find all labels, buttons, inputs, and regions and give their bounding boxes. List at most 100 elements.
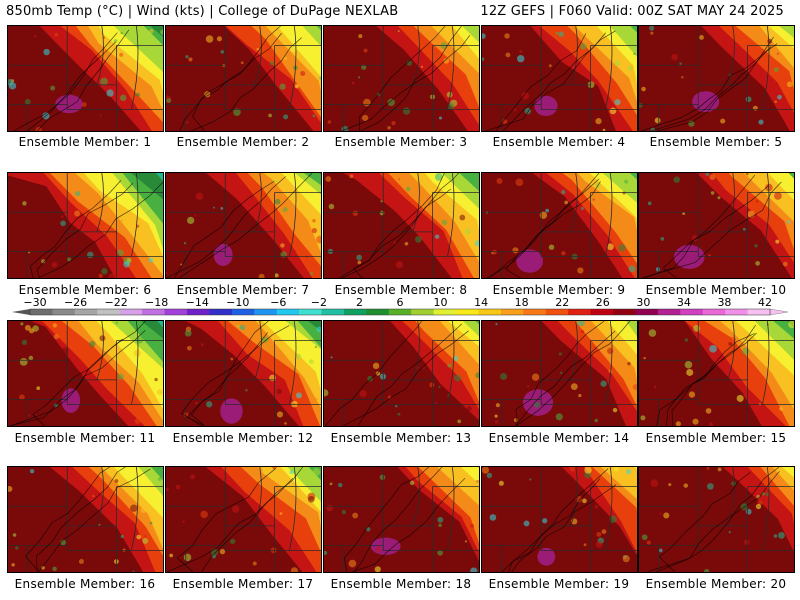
member-caption: Ensemble Member: 19 <box>488 577 630 591</box>
temperature-map <box>324 173 479 278</box>
temperature-map <box>166 173 321 278</box>
temperature-map <box>8 173 163 278</box>
ensemble-member-panel[interactable] <box>638 320 795 427</box>
colorbar-swatch <box>500 309 524 315</box>
member-caption: Ensemble Member: 8 <box>334 283 468 297</box>
ensemble-member-panel[interactable] <box>481 172 638 279</box>
member-caption: Ensemble Member: 2 <box>176 135 310 149</box>
member-caption: Ensemble Member: 4 <box>492 135 626 149</box>
temperature-map <box>166 26 321 131</box>
temperature-map <box>482 173 637 278</box>
colorbar-swatch <box>680 309 704 315</box>
member-caption: Ensemble Member: 18 <box>330 577 472 591</box>
temperature-map <box>482 467 637 572</box>
colorbar-swatch <box>702 309 726 315</box>
member-caption: Ensemble Member: 20 <box>645 577 787 591</box>
temperature-map <box>639 321 794 426</box>
ensemble-member-panel[interactable] <box>165 172 322 279</box>
colorbar-tick-label: −22 <box>105 296 128 309</box>
temperature-map <box>482 321 637 426</box>
colorbar-swatch <box>142 309 166 315</box>
ensemble-member-panel[interactable] <box>7 466 164 573</box>
colorbar-swatch <box>97 309 121 315</box>
colorbar-swatch <box>388 309 412 315</box>
colorbar-swatch <box>613 309 636 315</box>
member-caption: Ensemble Member: 10 <box>645 283 787 297</box>
colorbar-tick-label: −26 <box>64 296 87 309</box>
ensemble-member-panel[interactable] <box>323 25 480 132</box>
colorbar-tick-label: 26 <box>596 296 610 309</box>
colorbar-tick-label: 10 <box>434 296 448 309</box>
colorbar-swatch <box>568 309 592 315</box>
colorbar-swatch <box>366 309 390 315</box>
temperature-map <box>324 321 479 426</box>
colorbar-tick-label: −6 <box>270 296 286 309</box>
ensemble-member-panel[interactable] <box>638 172 795 279</box>
temperature-colorbar: −30 −26 −22 −18 −14 −10 −6 −2 2 6 10 14 18 22 26 30 34 38… <box>12 296 789 316</box>
colorbar-swatch <box>456 309 479 315</box>
temperature-map <box>639 26 794 131</box>
temperature-map <box>639 467 794 572</box>
colorbar-swatch <box>433 309 457 315</box>
temperature-map <box>482 26 637 131</box>
temperature-map <box>8 26 163 131</box>
colorbar-swatch <box>52 309 76 315</box>
colorbar-tick-label: −2 <box>311 296 327 309</box>
colorbar-tick-label: −18 <box>145 296 168 309</box>
colorbar-tick-label: 14 <box>474 296 488 309</box>
colorbar-swatch <box>209 309 233 315</box>
ensemble-member-panel[interactable] <box>481 25 638 132</box>
colorbar-swatch <box>545 309 569 315</box>
member-caption: Ensemble Member: 17 <box>172 577 314 591</box>
colorbar-tick-label: 42 <box>758 296 772 309</box>
member-caption: Ensemble Member: 15 <box>645 431 787 445</box>
colorbar-swatch <box>30 309 53 315</box>
colorbar-swatch <box>74 309 98 315</box>
member-caption: Ensemble Member: 9 <box>492 283 626 297</box>
colorbar-swatch <box>343 309 367 315</box>
colorbar-swatch <box>254 309 278 315</box>
member-caption: Ensemble Member: 1 <box>18 135 152 149</box>
colorbar-swatch <box>523 309 547 315</box>
temperature-map <box>8 321 163 426</box>
colorbar-swatch <box>747 309 771 315</box>
member-caption: Ensemble Member: 3 <box>334 135 468 149</box>
colorbar-swatch <box>590 309 614 315</box>
ensemble-member-panel[interactable] <box>165 466 322 573</box>
colorbar-tick-label: 2 <box>356 296 363 309</box>
colorbar-swatch <box>657 309 681 315</box>
ensemble-member-panel[interactable] <box>7 320 164 427</box>
colorbar-tick-label: −30 <box>23 296 46 309</box>
temperature-map <box>639 173 794 278</box>
ensemble-member-panel[interactable] <box>165 320 322 427</box>
colorbar-swatch <box>231 309 255 315</box>
ensemble-member-panel[interactable] <box>323 320 480 427</box>
ensemble-member-panel[interactable] <box>638 25 795 132</box>
colorbar-tick-label: −14 <box>186 296 209 309</box>
temperature-map <box>8 467 163 572</box>
member-caption: Ensemble Member: 14 <box>488 431 630 445</box>
member-caption: Ensemble Member: 5 <box>649 135 783 149</box>
member-caption: Ensemble Member: 7 <box>176 283 310 297</box>
colorbar-swatch <box>411 309 435 315</box>
member-caption: Ensemble Member: 11 <box>14 431 156 445</box>
model-run-info: 12Z GEFS | F060 Valid: 00Z SAT MAY 24 20… <box>480 4 784 19</box>
colorbar-tick-label: 22 <box>555 296 569 309</box>
ensemble-member-panel[interactable] <box>7 25 164 132</box>
colorbar-swatch <box>321 309 345 315</box>
ensemble-member-panel[interactable] <box>323 466 480 573</box>
member-caption: Ensemble Member: 12 <box>172 431 314 445</box>
ensemble-member-panel[interactable] <box>481 320 638 427</box>
colorbar-tick-label: −10 <box>226 296 249 309</box>
colorbar-swatch <box>725 309 749 315</box>
member-caption: Ensemble Member: 13 <box>330 431 472 445</box>
ensemble-member-panel[interactable] <box>638 466 795 573</box>
colorbar-swatch <box>119 309 143 315</box>
temperature-map <box>166 467 321 572</box>
colorbar-tick-label: 6 <box>397 296 404 309</box>
ensemble-member-panel[interactable] <box>323 172 480 279</box>
ensemble-member-panel[interactable] <box>165 25 322 132</box>
ensemble-member-panel[interactable] <box>7 172 164 279</box>
colorbar-swatch <box>186 309 210 315</box>
ensemble-member-panel[interactable] <box>481 466 638 573</box>
